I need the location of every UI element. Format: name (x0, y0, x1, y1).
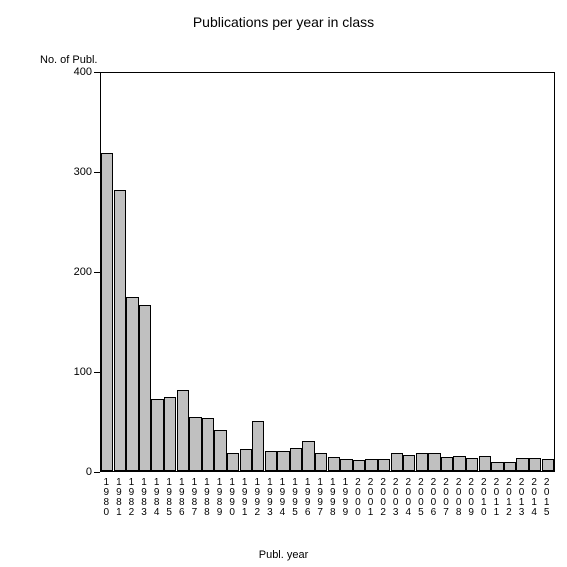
bar (302, 441, 314, 471)
x-tick-label: 1998 (329, 478, 337, 518)
bar (378, 459, 390, 471)
bars-group (101, 73, 554, 471)
bar (340, 459, 352, 471)
bar (164, 397, 176, 471)
bar (277, 451, 289, 471)
bar (252, 421, 264, 471)
bar (328, 457, 340, 471)
bar (353, 460, 365, 471)
y-axis-ticks: 0100200300400 (60, 72, 100, 472)
x-tick-label: 2015 (543, 478, 551, 518)
x-tick-label: 1992 (253, 478, 261, 518)
bar (453, 456, 465, 471)
bar (290, 448, 302, 471)
bar (365, 459, 377, 471)
bar (542, 459, 554, 471)
bar (177, 390, 189, 471)
x-tick-label: 1985 (165, 478, 173, 518)
bar (428, 453, 440, 471)
bar (139, 305, 151, 471)
bar (151, 399, 163, 471)
x-tick-label: 2004 (404, 478, 412, 518)
x-tick-label: 1980 (102, 478, 110, 518)
x-axis-title: Publ. year (0, 549, 567, 561)
x-tick-label: 1991 (241, 478, 249, 518)
x-tick-label: 2012 (505, 478, 513, 518)
x-tick-label: 2001 (367, 478, 375, 518)
y-tick-mark (94, 472, 100, 473)
x-tick-label: 2008 (455, 478, 463, 518)
x-tick-label: 1999 (341, 478, 349, 518)
x-tick-label: 1983 (140, 478, 148, 518)
x-tick-label: 1981 (115, 478, 123, 518)
x-tick-label: 2005 (417, 478, 425, 518)
x-tick-label: 2000 (354, 478, 362, 518)
y-tick-label: 0 (86, 466, 92, 478)
x-tick-label: 2002 (379, 478, 387, 518)
bar (315, 453, 327, 471)
bar (491, 462, 503, 471)
chart-container: Publications per year in class No. of Pu… (0, 0, 567, 567)
bar (441, 457, 453, 471)
bar (114, 190, 126, 471)
x-tick-label: 1986 (178, 478, 186, 518)
x-tick-label: 1984 (153, 478, 161, 518)
x-tick-label: 1997 (316, 478, 324, 518)
bar (227, 453, 239, 471)
bar (529, 458, 541, 471)
y-tick-label: 300 (74, 166, 92, 178)
bar (504, 462, 516, 471)
y-axis-title: No. of Publ. (40, 54, 97, 66)
x-axis-ticks: 1980 1981 1982 1983 1984 1985 1986 1987 1988 1989… (100, 474, 555, 534)
x-tick-label: 1994 (278, 478, 286, 518)
x-tick-label: 1993 (266, 478, 274, 518)
x-tick-label: 2014 (530, 478, 538, 518)
chart-title: Publications per year in class (0, 14, 567, 30)
x-tick-label: 2007 (442, 478, 450, 518)
bar (391, 453, 403, 471)
x-tick-label: 1982 (127, 478, 135, 518)
plot-area (100, 72, 555, 472)
x-tick-label: 2009 (467, 478, 475, 518)
bar (214, 430, 226, 471)
x-tick-label: 1988 (203, 478, 211, 518)
x-tick-label: 2010 (480, 478, 488, 518)
bar (466, 458, 478, 471)
bar (189, 417, 201, 471)
bar (416, 453, 428, 471)
bar (516, 458, 528, 471)
bar (265, 451, 277, 471)
x-tick-label: 1996 (304, 478, 312, 518)
bar (240, 449, 252, 471)
x-tick-label: 1989 (216, 478, 224, 518)
bar (101, 153, 113, 471)
bar (403, 455, 415, 471)
x-tick-label: 1995 (291, 478, 299, 518)
x-tick-label: 1987 (190, 478, 198, 518)
x-tick-label: 1990 (228, 478, 236, 518)
x-tick-label: 2003 (392, 478, 400, 518)
x-tick-label: 2006 (429, 478, 437, 518)
y-tick-label: 200 (74, 266, 92, 278)
bar (479, 456, 491, 471)
bar (126, 297, 138, 471)
bar (202, 418, 214, 471)
y-tick-label: 400 (74, 66, 92, 78)
x-tick-label: 2011 (492, 478, 500, 518)
x-tick-label: 2013 (518, 478, 526, 518)
y-tick-label: 100 (74, 366, 92, 378)
